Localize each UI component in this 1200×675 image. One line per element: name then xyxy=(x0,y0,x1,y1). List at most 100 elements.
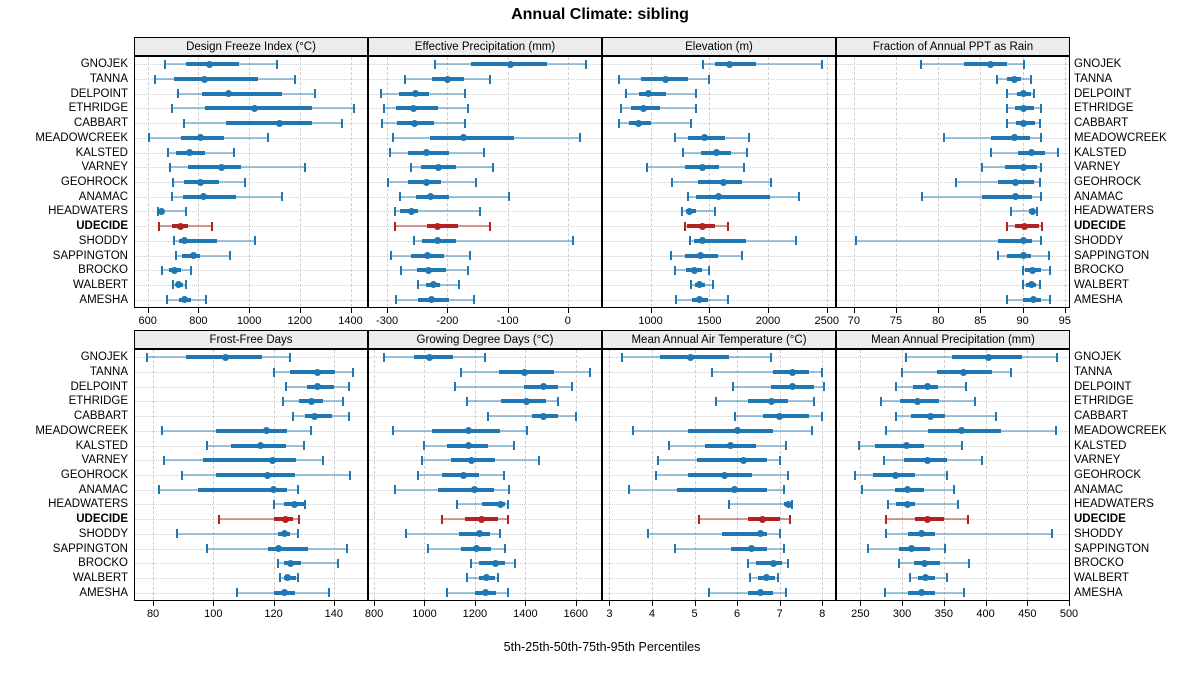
row-gridline xyxy=(135,372,367,374)
median-dot xyxy=(739,456,747,464)
site-label-left: ANAMAC xyxy=(78,190,128,203)
whisker-cap-5th xyxy=(1006,295,1009,305)
whisker-cap-5th xyxy=(281,396,284,406)
median-dot xyxy=(256,442,264,450)
chart-title: Annual Climate: sibling xyxy=(511,6,689,23)
whisker-cap-5th xyxy=(161,426,164,436)
box-25-75 xyxy=(438,487,494,492)
whisker-5-95 xyxy=(157,210,186,213)
box-25-75 xyxy=(179,238,218,243)
whisker-cap-95th xyxy=(504,544,507,554)
site-label-left: CABBART xyxy=(73,117,128,130)
median-dot xyxy=(472,545,480,553)
whisker-5-95 xyxy=(457,503,508,506)
whisker-cap-95th xyxy=(467,103,470,113)
whisker-cap-95th xyxy=(296,485,299,495)
whisker-cap-95th xyxy=(513,441,515,451)
whisker-cap-5th xyxy=(399,265,402,275)
panel-plot-effective-precipitation xyxy=(368,56,602,308)
whisker-5-95 xyxy=(619,122,691,125)
whisker-cap-5th xyxy=(206,441,209,451)
whisker-cap-5th xyxy=(885,529,888,539)
box-25-75 xyxy=(696,458,767,463)
whisker-cap-5th xyxy=(380,89,383,99)
whisker-cap-5th xyxy=(882,455,885,465)
site-label-right: WALBERT xyxy=(1074,571,1129,584)
whisker-cap-95th xyxy=(347,382,350,392)
panel-header-mean-annual-precipitation: Mean Annual Precipitation (mm) xyxy=(836,330,1070,349)
median-dot xyxy=(201,75,209,83)
whisker-cap-95th xyxy=(557,396,560,406)
whisker-cap-95th xyxy=(232,148,235,158)
median-dot xyxy=(719,178,727,186)
median-dot xyxy=(695,296,703,304)
box-25-75 xyxy=(202,458,297,463)
whisker-cap-5th xyxy=(164,59,167,69)
row-gridline xyxy=(837,240,1069,242)
median-dot xyxy=(788,383,796,391)
whisker-cap-95th xyxy=(1032,89,1035,99)
whisker-cap-95th xyxy=(1010,367,1013,377)
whisker-cap-5th xyxy=(180,470,183,480)
box-25-75 xyxy=(414,355,454,360)
row-gridline xyxy=(369,79,601,81)
whisker-cap-5th xyxy=(646,162,649,172)
row-gridline xyxy=(135,255,367,257)
x-axis-tick-label: 0 xyxy=(564,315,571,327)
median-dot xyxy=(903,486,911,494)
box-25-75 xyxy=(426,224,459,229)
row-gridline xyxy=(603,123,835,125)
median-dot xyxy=(180,296,188,304)
whisker-cap-5th xyxy=(206,544,209,554)
site-label-right: SAPPINGTON xyxy=(1074,542,1150,555)
median-dot xyxy=(459,134,467,142)
median-dot xyxy=(507,60,515,68)
x-axis-tick-label: 70 xyxy=(847,315,860,327)
whisker-cap-5th xyxy=(905,352,908,362)
row-gridline xyxy=(369,386,601,388)
median-dot xyxy=(891,471,899,479)
whisker-cap-95th xyxy=(789,514,792,524)
row-gridline xyxy=(135,152,367,154)
whisker-cap-5th xyxy=(708,588,711,598)
whisker-cap-95th xyxy=(981,455,984,465)
whisker-cap-5th xyxy=(688,236,691,246)
whisker-cap-95th xyxy=(946,470,949,480)
x-axis-tick-label: 1400 xyxy=(338,315,363,327)
median-dot xyxy=(960,368,968,376)
row-gridline xyxy=(837,152,1069,154)
x-axis-tick-label: 2500 xyxy=(814,315,840,327)
row-gridline xyxy=(837,93,1069,95)
site-label-left: UDECIDE xyxy=(76,513,128,526)
median-dot xyxy=(270,486,278,494)
whisker-cap-5th xyxy=(996,74,999,84)
x-axis-tick xyxy=(694,601,696,606)
whisker-cap-95th xyxy=(946,573,949,583)
row-gridline xyxy=(603,108,835,110)
whisker-cap-95th xyxy=(778,529,781,539)
row-gridline xyxy=(603,93,835,95)
row-gridline xyxy=(369,196,601,198)
row-gridline xyxy=(837,196,1069,198)
whisker-cap-95th xyxy=(506,514,509,524)
site-label-left: ETHRIDGE xyxy=(68,395,128,408)
whisker-cap-95th xyxy=(769,177,772,187)
panel-title: Elevation (m) xyxy=(685,40,753,53)
whisker-cap-5th xyxy=(169,162,172,172)
median-dot xyxy=(186,149,193,157)
whisker-cap-95th xyxy=(1039,280,1042,290)
site-label-left: WALBERT xyxy=(73,571,128,584)
whisker-cap-95th xyxy=(499,529,502,539)
median-dot xyxy=(225,90,233,98)
whisker-cap-95th xyxy=(1041,221,1043,231)
whisker-cap-5th xyxy=(682,148,685,158)
x-axis-tick xyxy=(853,308,855,313)
whisker-5-95 xyxy=(698,518,791,521)
site-label-left: ANAMAC xyxy=(78,483,128,496)
x-axis-tick-label: 1400 xyxy=(513,608,538,620)
row-gridline xyxy=(135,563,367,565)
site-label-left: UDECIDE xyxy=(76,220,128,233)
whisker-cap-95th xyxy=(967,514,970,524)
panel-plot-design-freeze-index xyxy=(134,56,368,308)
whisker-cap-5th xyxy=(165,295,168,305)
